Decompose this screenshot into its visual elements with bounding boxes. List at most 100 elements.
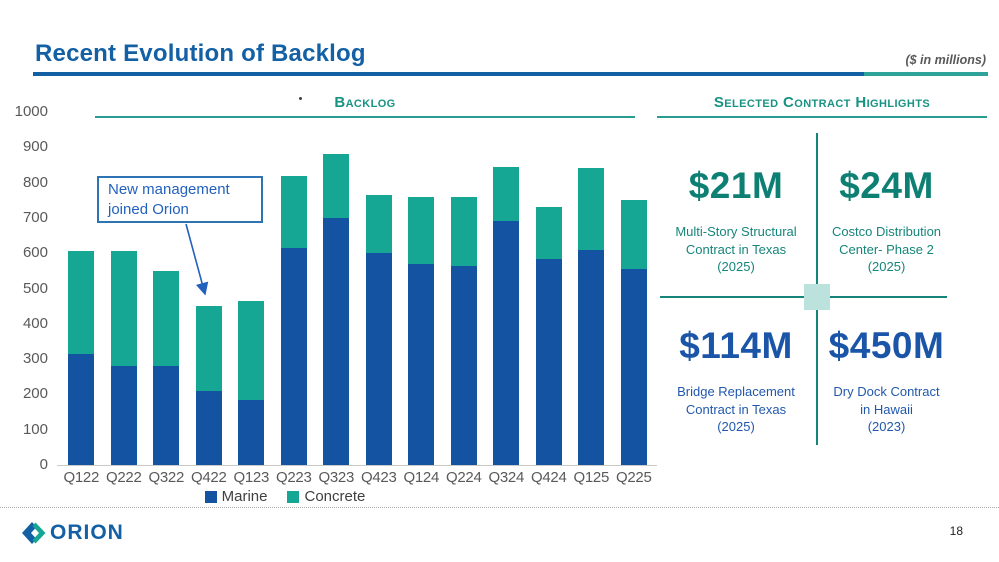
highlights-title: Selected Contract Highlights — [713, 94, 931, 111]
x-tick-label: Q222 — [106, 469, 142, 486]
legend-label-concrete: Concrete — [304, 488, 366, 505]
highlight-desc-line1: Multi-Story Structural — [675, 224, 797, 239]
highlight-year: (2023) — [867, 419, 906, 434]
units-note: ($ in millions) — [905, 53, 986, 67]
chart-title-underline — [95, 116, 635, 118]
stray-dot — [299, 97, 302, 100]
bar-segment-concrete — [535, 207, 562, 259]
highlight-desc-line2: Center- Phase 2 — [839, 241, 934, 257]
bar-Q322 — [145, 112, 188, 465]
x-tick-label: Q124 — [403, 469, 440, 486]
bar-Q323 — [315, 112, 358, 465]
bar-segment-concrete — [323, 154, 350, 218]
bars — [60, 112, 655, 465]
x-tick-label: Q323 — [318, 469, 355, 486]
title-underline — [33, 72, 988, 76]
y-tick-label: 600 — [22, 244, 48, 262]
x-tick-label: Q422 — [191, 469, 227, 486]
x-tick-label: Q424 — [531, 469, 567, 486]
bar-segment-concrete — [408, 196, 435, 264]
quadrant-center-square — [804, 284, 830, 310]
x-tick-label: Q322 — [148, 469, 185, 486]
bar-Q124 — [400, 112, 443, 465]
bar-segment-concrete — [238, 300, 265, 400]
bar-segment-marine — [535, 258, 562, 465]
bar-Q424 — [528, 112, 571, 465]
bar-segment-concrete — [493, 166, 520, 222]
highlight-year: (2025) — [717, 419, 755, 434]
bar-segment-marine — [323, 217, 350, 465]
x-tick-label: Q123 — [233, 469, 270, 486]
chart-legend: Marine Concrete — [60, 488, 510, 505]
page-number: 18 — [949, 524, 963, 538]
quadrant-horizontal-divider — [660, 296, 947, 298]
y-tick-label: 400 — [22, 314, 48, 332]
orion-logo: ORION — [22, 521, 124, 545]
page-title: Recent Evolution of Backlog — [35, 40, 366, 67]
bar-Q324 — [485, 112, 528, 465]
chart-title: Backlog — [334, 94, 396, 111]
y-tick-label: 500 — [22, 279, 48, 297]
bar-Q125 — [570, 112, 613, 465]
bar-segment-concrete — [153, 270, 180, 367]
bar-segment-concrete — [620, 200, 647, 270]
highlight-desc-line1: Bridge Replacement — [677, 384, 795, 399]
bar-segment-marine — [450, 265, 477, 465]
highlight-desc-line1: Dry Dock Contract — [833, 384, 940, 399]
bar-segment-marine — [153, 366, 180, 465]
y-tick-label: 0 — [39, 456, 48, 473]
highlight-cell-1: $24M Costco Distribution Center- Phase 2… — [823, 165, 950, 276]
legend-label-marine: Marine — [221, 488, 268, 505]
highlight-amount: $114M — [679, 325, 793, 366]
highlight-year: (2025) — [867, 259, 906, 274]
bar-segment-marine — [365, 253, 392, 465]
x-tick-label: Q125 — [573, 469, 610, 486]
y-tick-label: 100 — [22, 420, 48, 438]
x-axis-line — [57, 465, 657, 466]
highlight-desc-line2: Contract in Texas — [685, 401, 787, 417]
bar-segment-concrete — [68, 251, 95, 354]
highlight-desc-line2: Contract in Texas — [685, 241, 787, 257]
bar-segment-concrete — [195, 306, 222, 391]
bar-segment-concrete — [365, 194, 392, 254]
x-tick-label: Q223 — [276, 469, 312, 486]
bar-segment-marine — [110, 366, 137, 465]
bar-Q222 — [103, 112, 146, 465]
highlight-desc-line2: in Hawaii — [860, 401, 913, 417]
highlight-amount: $24M — [839, 165, 934, 206]
x-tick-label: Q423 — [361, 469, 397, 486]
y-tick-label: 900 — [22, 138, 48, 156]
highlight-cell-2: $114M Bridge Replacement Contract in Tex… — [660, 325, 812, 436]
bar-Q122 — [60, 112, 103, 465]
highlight-amount: $21M — [688, 165, 784, 206]
bar-Q422 — [188, 112, 231, 465]
annotation-callout: New management joined Orion — [97, 176, 263, 223]
x-tick-label: Q324 — [488, 469, 525, 486]
x-tick-label: Q225 — [616, 469, 652, 486]
highlight-cell-3: $450M Dry Dock Contract in Hawaii (2023) — [823, 325, 950, 436]
legend-swatch-marine — [204, 490, 217, 503]
y-tick-label: 800 — [22, 173, 48, 191]
bar-Q225 — [613, 112, 656, 465]
highlight-cell-0: $21M Multi-Story Structural Contract in … — [660, 165, 812, 276]
bar-segment-marine — [578, 249, 605, 465]
bar-Q423 — [358, 112, 401, 465]
y-axis-labels: 1000 900 800 700 600 500 400 300 200 100 0 — [0, 103, 48, 473]
x-tick-label: Q224 — [446, 469, 482, 486]
highlight-amount: $450M — [828, 325, 945, 366]
highlights-title-underline — [657, 116, 987, 118]
bar-Q223 — [273, 112, 316, 465]
y-tick-label: 700 — [22, 208, 48, 226]
footer-divider — [0, 507, 999, 508]
bar-Q224 — [443, 112, 486, 465]
bar-segment-marine — [68, 353, 95, 465]
highlight-desc-line1: Costco Distribution — [831, 224, 942, 239]
bar-segment-marine — [620, 269, 647, 465]
bar-segment-marine — [280, 247, 307, 465]
bar-segment-marine — [195, 390, 222, 465]
y-tick-label: 300 — [22, 350, 48, 368]
highlight-year: (2025) — [717, 259, 755, 274]
contract-highlights: $21M Multi-Story Structural Contract in … — [660, 120, 950, 455]
bar-segment-concrete — [280, 175, 307, 248]
